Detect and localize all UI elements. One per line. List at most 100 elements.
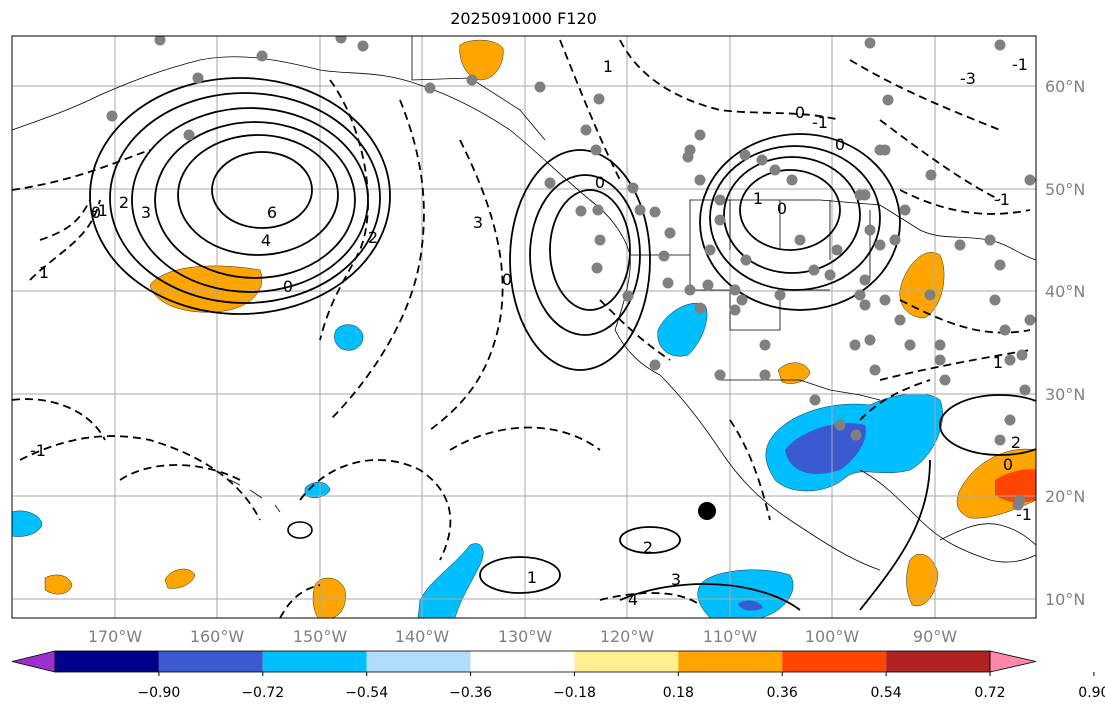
station-marker (739, 149, 751, 161)
station-marker (859, 299, 871, 311)
station-marker (544, 177, 556, 189)
deep-blue-patch-tropical (738, 600, 763, 611)
contour-label: 2 (368, 228, 378, 247)
colorbar (11, 650, 1037, 673)
longitude-label: 130°W (498, 627, 553, 646)
orange-patch-texas (777, 362, 811, 384)
contour-label: 0 (1003, 455, 1013, 474)
colorbar-segment (158, 651, 263, 672)
station-marker (714, 369, 726, 381)
contour-label: -1 (812, 113, 828, 132)
longitude-labels: 170°W 160°W 150°W 140°W 130°W 120°W 110°W 100°W… (88, 627, 957, 646)
station-marker (831, 244, 843, 256)
station-marker (593, 93, 605, 105)
station-marker (594, 234, 606, 246)
contour-label: 0 (91, 203, 101, 222)
station-marker (759, 339, 771, 351)
station-marker (694, 129, 706, 141)
station-marker (869, 364, 881, 376)
station-marker (984, 234, 996, 246)
station-marker (1004, 354, 1016, 366)
station-marker (590, 144, 602, 156)
station-marker (889, 234, 901, 246)
station-marker (1024, 174, 1036, 186)
station-marker (859, 274, 871, 286)
station-marker (591, 262, 603, 274)
station-marker (729, 284, 741, 296)
station-marker (999, 324, 1011, 336)
contour-label: 2 (1011, 433, 1021, 452)
orange-patch-west2 (164, 568, 196, 589)
colorbar-segment (366, 651, 471, 672)
station-marker (622, 290, 634, 302)
station-marker (256, 50, 268, 62)
colorbar-tick-label: −0.36 (449, 685, 492, 701)
longitude-label: 90°W (913, 627, 957, 646)
longitude-label: 140°W (395, 627, 450, 646)
station-marker (649, 206, 661, 218)
contour-label: 0 (835, 135, 845, 154)
colorbar-segment (574, 651, 679, 672)
contour-label: 1 (993, 353, 1003, 372)
contour-label: 3 (671, 570, 681, 589)
contour-label: 0 (283, 277, 293, 296)
station-marker (989, 294, 1001, 306)
blue-patch-small-pacific (334, 324, 364, 351)
contour-label: 1 (753, 189, 763, 208)
contour-label: 6 (267, 203, 277, 222)
station-marker (859, 189, 871, 201)
latitude-label: 40°N (1045, 282, 1085, 301)
station-marker (592, 204, 604, 216)
contours (12, 39, 1036, 618)
station-marker (854, 289, 866, 301)
longitude-label: 170°W (88, 627, 143, 646)
colorbar-frame (54, 650, 991, 673)
station-marker (934, 354, 946, 366)
colorbar-tick-label: −0.72 (241, 685, 284, 701)
station-marker (879, 294, 891, 306)
colorbar-segment (886, 651, 990, 672)
station-marker (424, 82, 436, 94)
station-marker (864, 37, 876, 49)
longitude-label: 120°W (600, 627, 655, 646)
station-marker (183, 129, 195, 141)
station-marker (1004, 414, 1016, 426)
station-marker (694, 174, 706, 186)
orange-patch-pacific-north (149, 265, 262, 313)
station-marker (714, 194, 726, 206)
station-marker (774, 289, 786, 301)
colorbar-tick-label: 0.72 (974, 685, 1005, 701)
blue-patch-west (12, 510, 43, 537)
station-marker (192, 72, 204, 84)
colorbar-tick-label: 0.54 (871, 685, 902, 701)
station-marker (824, 269, 836, 281)
station-marker (874, 239, 886, 251)
station-marker (994, 39, 1006, 51)
station-marker (534, 81, 546, 93)
contour-label: 0 (795, 103, 805, 122)
station-marker (1024, 314, 1036, 326)
station-markers (106, 36, 1036, 511)
colorbar-extend-high (989, 650, 1037, 673)
station-marker (580, 124, 592, 136)
station-marker (335, 36, 347, 44)
contour-label: 4 (261, 231, 271, 250)
orange-patch-central (312, 577, 346, 618)
orange-patch-east (899, 252, 945, 319)
station-marker (649, 359, 661, 371)
red-patch-caribbean (995, 469, 1036, 503)
blue-patch-southwest (657, 303, 708, 357)
contour-label: 0 (502, 270, 512, 289)
longitude-label: 150°W (293, 627, 348, 646)
contour-label: -1 (92, 201, 108, 220)
contour-label: 1 (527, 568, 537, 587)
colorbar-tick-label: −0.54 (345, 685, 388, 701)
contour-label: 2 (119, 193, 129, 212)
blue-patch-tropical (697, 569, 794, 618)
station-marker (786, 174, 798, 186)
station-marker (664, 227, 676, 239)
station-marker (874, 144, 886, 156)
station-marker (466, 74, 478, 86)
latitude-label: 20°N (1045, 487, 1085, 506)
contour-label: 0 (777, 199, 787, 218)
